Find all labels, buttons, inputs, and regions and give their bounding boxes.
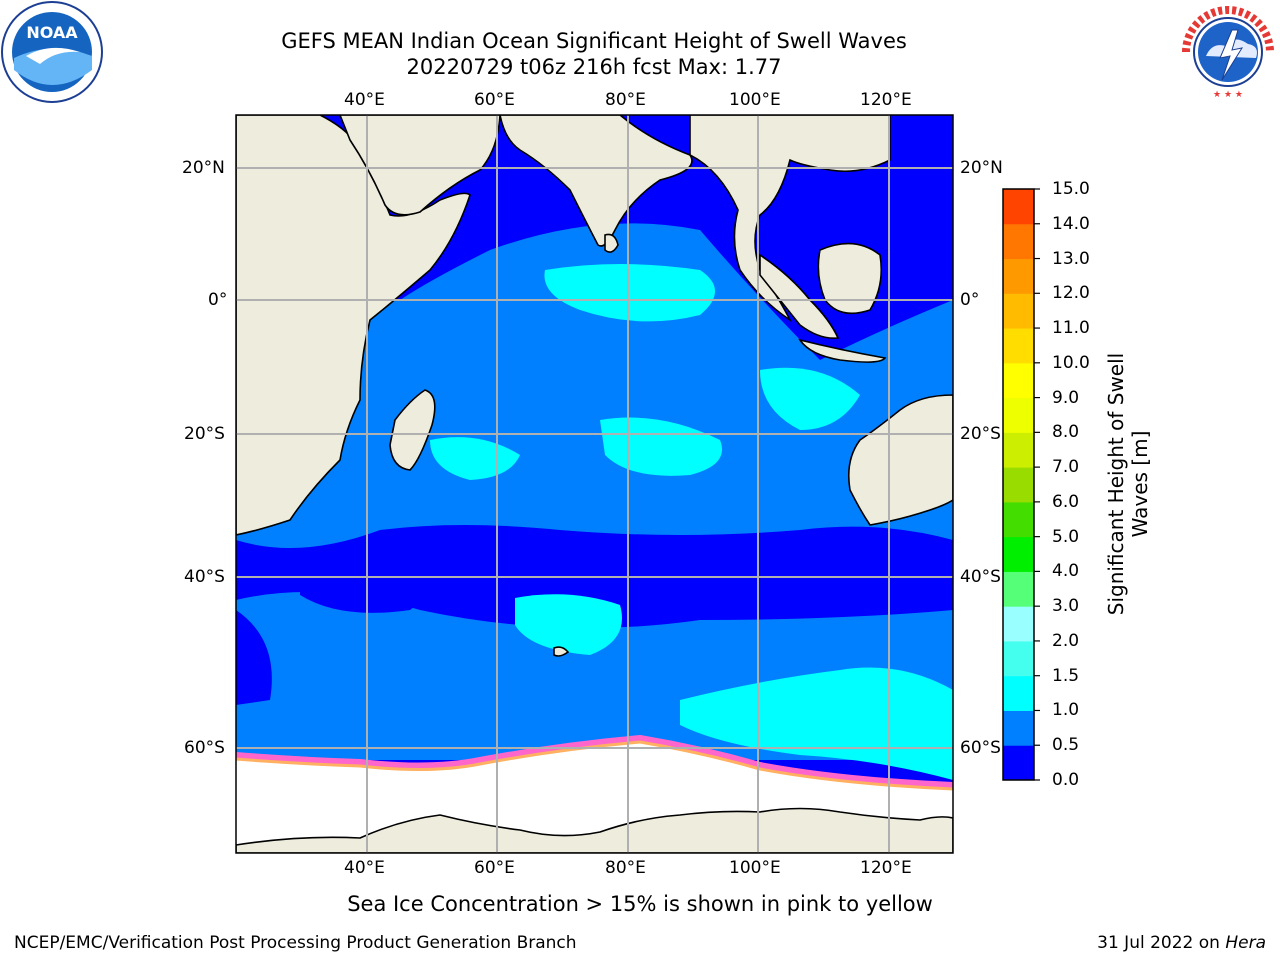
footer-date: 31 Jul 2022 on Hera bbox=[1097, 933, 1266, 953]
lon-label-top-120e: 120°E bbox=[860, 90, 912, 110]
sumatra-land bbox=[759, 253, 840, 340]
footer-credit: NCEP/EMC/Verification Post Processing Pr… bbox=[14, 933, 577, 953]
lat-label-right-20n: 20°N bbox=[960, 158, 1003, 178]
arabia-land bbox=[339, 115, 501, 216]
colorbar-band bbox=[1003, 536, 1034, 572]
map-title: GEFS MEAN Indian Ocean Significant Heigh… bbox=[281, 29, 907, 53]
colorbar-band bbox=[1003, 258, 1034, 294]
footer-date-text: 31 Jul 2022 on bbox=[1097, 933, 1226, 953]
lon-label-bottom-100e: 100°E bbox=[729, 858, 781, 878]
swell-patch-central bbox=[600, 417, 722, 476]
borneo-land bbox=[817, 242, 883, 315]
footer-host: Hera bbox=[1225, 933, 1266, 953]
colorbar-tick-label: 0.5 bbox=[1052, 735, 1080, 756]
colorbar-band bbox=[1003, 397, 1034, 433]
swell-patch-southeast bbox=[680, 667, 953, 780]
colorbar-tick-label: 8.0 bbox=[1052, 422, 1080, 443]
lat-label-left-0: 0° bbox=[208, 290, 228, 310]
lon-label-top-80e: 80°E bbox=[605, 90, 646, 110]
svg-text:★ ★ ★: ★ ★ ★ bbox=[1213, 90, 1243, 100]
nws-logo-icon: ★ ★ ★ bbox=[1178, 2, 1278, 102]
australia-land bbox=[847, 394, 953, 526]
colorbar-tick-label: 10.0 bbox=[1052, 352, 1090, 373]
colorbar-tick-label: 15.0 bbox=[1052, 179, 1090, 199]
swell-deep-southwest bbox=[236, 610, 272, 705]
sea-ice-edge bbox=[236, 734, 953, 788]
lat-label-right-60s: 60°S bbox=[960, 738, 1001, 758]
colorbar-band bbox=[1003, 328, 1034, 364]
colorbar-band bbox=[1003, 189, 1034, 225]
colorbar-tick-label: 1.5 bbox=[1052, 665, 1080, 686]
lon-label-top-40e: 40°E bbox=[344, 90, 385, 110]
lon-label-bottom-80e: 80°E bbox=[605, 858, 646, 878]
colorbar-tick-label: 12.0 bbox=[1052, 283, 1090, 304]
colorbar-tick-label: 6.0 bbox=[1052, 491, 1080, 512]
colorbar-tick-label: 9.0 bbox=[1052, 387, 1080, 408]
colorbar-band bbox=[1003, 432, 1034, 468]
swell-patch-equatorial bbox=[544, 264, 715, 322]
colorbar-tick-label: 3.0 bbox=[1052, 596, 1080, 617]
colorbar-tick-label: 11.0 bbox=[1052, 318, 1090, 339]
madagascar-land bbox=[389, 389, 436, 471]
colorbar-band bbox=[1003, 710, 1034, 746]
colorbar-band bbox=[1003, 745, 1034, 781]
colorbar-tick-label: 14.0 bbox=[1052, 213, 1090, 234]
swell-deep-south-2 bbox=[630, 551, 842, 614]
sri-lanka-land bbox=[604, 233, 619, 253]
map-frame bbox=[235, 114, 954, 854]
java-land bbox=[798, 338, 887, 363]
colorbar-tick-label: 7.0 bbox=[1052, 457, 1080, 478]
colorbar-band bbox=[1003, 606, 1034, 642]
colorbar-band bbox=[1003, 571, 1034, 607]
colorbar-tick-label: 0.0 bbox=[1052, 770, 1080, 790]
colorbar-tick-label: 5.0 bbox=[1052, 526, 1080, 547]
lat-label-right-40s: 40°S bbox=[960, 567, 1001, 587]
lat-label-right-0: 0° bbox=[960, 290, 980, 310]
colorbar-band bbox=[1003, 293, 1034, 329]
colorbar-band bbox=[1003, 640, 1034, 677]
noaa-logo-icon: NOAA bbox=[1, 1, 103, 103]
colorbar-tick-label: 1.0 bbox=[1052, 700, 1080, 721]
colorbar-band bbox=[1003, 223, 1034, 260]
graticule bbox=[236, 115, 953, 853]
kerguelen-land bbox=[553, 646, 570, 657]
lat-label-left-40s: 40°S bbox=[184, 567, 225, 587]
swell-patch-east bbox=[760, 367, 860, 430]
lat-label-left-20s: 20°S bbox=[184, 424, 225, 444]
colorbar-band bbox=[1003, 362, 1034, 399]
colorbar-title: Significant Height of Swell Waves [m] bbox=[1104, 352, 1152, 616]
colorbar-band bbox=[1003, 675, 1034, 711]
lon-label-top-60e: 60°E bbox=[474, 90, 515, 110]
antarctica-land bbox=[236, 807, 953, 853]
colorbar-band bbox=[1003, 467, 1034, 503]
colorbar-frame bbox=[1002, 188, 1035, 781]
lon-label-bottom-120e: 120°E bbox=[860, 858, 912, 878]
colorbar-tick-label: 2.0 bbox=[1052, 630, 1080, 651]
swell-patch-south bbox=[515, 594, 622, 655]
map-subtitle: 20220729 t06z 216h fcst Max: 1.77 bbox=[406, 55, 782, 79]
colorbar bbox=[1003, 188, 1040, 781]
swell-zone-1m bbox=[236, 223, 953, 549]
lat-label-right-20s: 20°S bbox=[960, 424, 1001, 444]
sea-ice-note: Sea Ice Concentration > 15% is shown in … bbox=[347, 892, 933, 916]
lon-label-bottom-40e: 40°E bbox=[344, 858, 385, 878]
noaa-logo-text: NOAA bbox=[26, 23, 78, 42]
colorbar-tick-label: 13.0 bbox=[1052, 248, 1090, 269]
colorbar-band bbox=[1003, 501, 1034, 538]
colorbar-tick-label: 4.0 bbox=[1052, 561, 1080, 582]
lat-label-left-60s: 60°S bbox=[184, 738, 225, 758]
lat-label-left-20n: 20°N bbox=[182, 158, 225, 178]
lon-label-bottom-60e: 60°E bbox=[474, 858, 515, 878]
lon-label-top-100e: 100°E bbox=[729, 90, 781, 110]
